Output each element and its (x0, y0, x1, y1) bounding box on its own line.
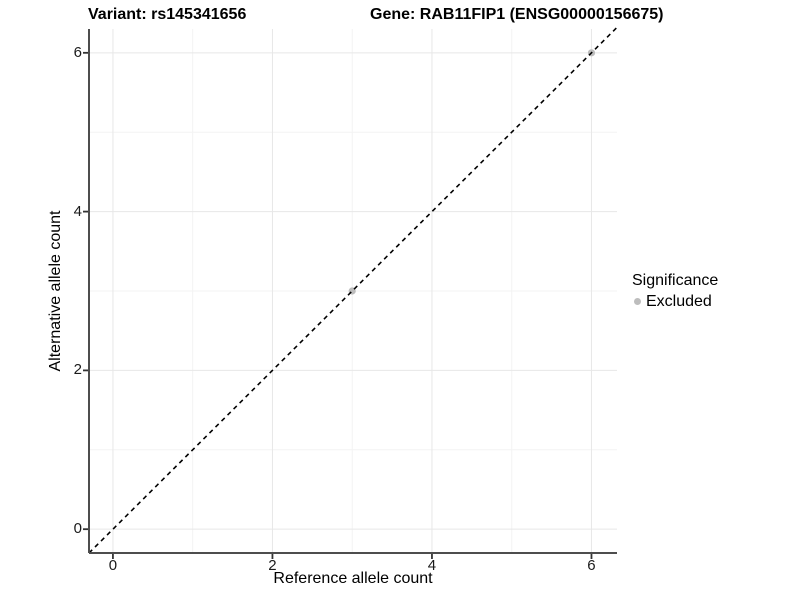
x-tick-label: 6 (587, 557, 596, 574)
y-tick-label: 6 (73, 43, 82, 61)
x-tick-label: 2 (268, 557, 277, 574)
y-axis-title: Alternative allele count (47, 210, 64, 372)
plot-panel (83, 26, 618, 559)
x-tick-label: 4 (427, 557, 437, 574)
y-tick-label: 2 (73, 361, 82, 379)
legend-title: Significance (632, 272, 719, 289)
x-tick-label: 0 (108, 557, 118, 574)
legend: Significance Excluded (632, 271, 718, 311)
identity-dashed-line (88, 26, 618, 554)
y-tick-label: 4 (73, 202, 82, 220)
plot-title-gene: Gene: RAB11FIP1 (ENSG00000156675) (370, 6, 664, 23)
legend-item-label: Excluded (646, 293, 712, 310)
legend-key-dot-icon (634, 298, 641, 305)
x-axis-title: Reference allele count (273, 570, 433, 587)
plot-area (83, 26, 618, 559)
y-tick-label: 0 (73, 520, 82, 538)
plot-title-variant: Variant: rs145341656 (88, 6, 247, 23)
legend-item-excluded: Excluded (632, 292, 718, 311)
